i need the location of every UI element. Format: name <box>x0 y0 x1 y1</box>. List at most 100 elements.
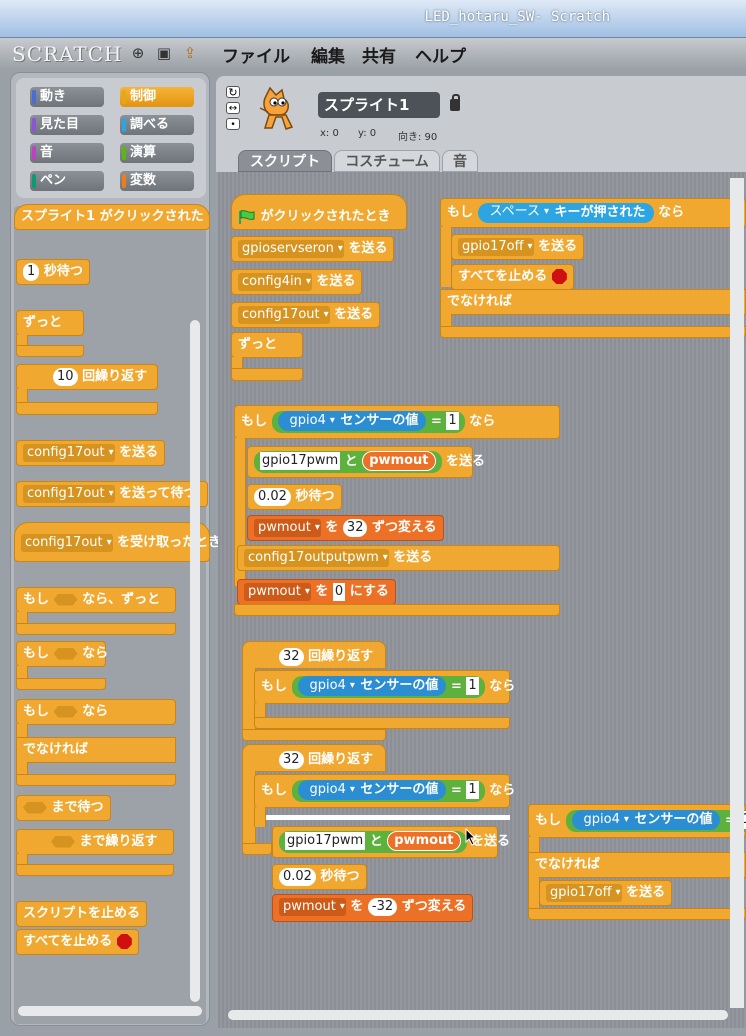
lock-icon[interactable] <box>450 94 460 111</box>
wait-block[interactable]: 0.02 秒待つ <box>247 484 342 510</box>
else-label: でなければ <box>440 289 746 315</box>
stop-all-block[interactable]: すべてを止める <box>451 264 574 290</box>
equals-operator[interactable]: gpio4 センサーの値 = 1 <box>291 675 485 698</box>
rotate-style-none-icon[interactable]: • <box>226 118 240 130</box>
menu-file[interactable]: ファイル <box>222 47 290 67</box>
palette-repeat-block[interactable]: 10 回繰り返す <box>16 364 158 390</box>
category-variables[interactable]: 変数 <box>120 171 194 191</box>
palette-wait-block[interactable]: 1 秒待つ <box>16 259 90 285</box>
palette-else-arm <box>16 762 28 776</box>
palette-if-foot <box>16 678 106 690</box>
menu-share[interactable]: 共有 <box>362 47 396 67</box>
palette-if-forever-block[interactable]: もし なら、ずっと <box>16 587 176 613</box>
wait-block[interactable]: 0.02 秒待つ <box>272 864 367 890</box>
broadcast-join-block[interactable]: gpio17pwm と pwmout を送る <box>247 446 485 478</box>
category-pen[interactable]: ペン <box>30 171 104 191</box>
else-arm <box>440 314 452 328</box>
equals-operator[interactable]: gpio4 センサーの値 = 1 <box>291 779 485 802</box>
equals-operator[interactable]: gpio4 センサーの値 = 1 <box>271 410 465 433</box>
broadcast-block[interactable]: gpioservseron を送る <box>231 236 395 262</box>
palette-horizontal-scrollbar[interactable] <box>18 1006 202 1016</box>
share-icon[interactable]: ⇪ <box>183 44 197 62</box>
repeat-block[interactable]: 32 回繰り返す <box>242 641 386 669</box>
repeat-foot <box>242 729 386 741</box>
broadcast-block[interactable]: config17outputpwm を送る <box>237 545 560 571</box>
palette-else-label: でなければ <box>16 737 176 763</box>
palette-broadcast-block[interactable]: config17out を送る <box>16 440 166 466</box>
forever-block[interactable]: ずっと <box>231 332 303 358</box>
if-else-arm <box>528 837 540 853</box>
palette-receive-hat[interactable]: config17out を受け取ったとき <box>14 522 221 562</box>
condition-slot[interactable] <box>53 647 78 660</box>
set-variable-block[interactable]: pwmout を 0 にする <box>237 579 396 605</box>
category-operators[interactable]: 演算 <box>120 143 194 163</box>
repeat-block[interactable]: 32 回繰り返す <box>242 744 386 772</box>
condition-slot[interactable] <box>53 705 78 718</box>
category-looks[interactable]: 見た目 <box>30 115 104 135</box>
equals-operator[interactable]: gpio4 センサーの値 = 1 <box>565 809 746 832</box>
tab-sounds[interactable]: 音 <box>442 150 478 172</box>
if-else-block[interactable]: もし gpio4 センサーの値 = 1 <box>528 804 746 838</box>
palette-forever-foot <box>16 345 84 357</box>
broadcast-join-block[interactable]: gpio17pwm と pwmout を送る <box>272 826 510 858</box>
palette-forever-arm <box>16 335 28 345</box>
mouse-cursor-icon <box>465 827 477 846</box>
palette-vertical-scrollbar[interactable] <box>190 320 200 1002</box>
palette-repeat-until-block[interactable]: まで繰り返す <box>16 829 174 855</box>
condition-slot[interactable] <box>23 801 47 814</box>
save-icon[interactable]: ▣ <box>156 44 172 62</box>
palette-repeat-until-foot <box>16 864 174 876</box>
palette-if-forever-arm <box>16 612 28 626</box>
rotate-style-full-icon[interactable]: ↻ <box>226 86 240 99</box>
palette-broadcast-wait-block[interactable]: config17out を送って待つ <box>16 481 208 507</box>
sprite-thumbnail-cat-icon[interactable] <box>252 84 302 134</box>
if-block[interactable]: もし gpio4 センサーの値 = 1 なら <box>234 405 560 439</box>
palette-if-block[interactable]: もし なら <box>16 641 108 667</box>
palette-stop-all-block[interactable]: すべてを止める <box>16 929 139 955</box>
palette-stop-script-block[interactable]: スクリプトを止める <box>16 901 148 927</box>
palette-if-arm <box>16 666 28 680</box>
broadcast-block[interactable]: config4in を送る <box>231 269 363 295</box>
repeat-foot <box>242 843 272 855</box>
sprite-x-readout: x: 0 <box>320 128 339 139</box>
condition-slot[interactable] <box>53 593 78 606</box>
change-variable-block[interactable]: pwmout を -32 ずつ変える <box>272 894 474 922</box>
green-flag-hat-block[interactable]: がクリックされたとき <box>231 194 407 230</box>
broadcast-block[interactable]: gpio17off を送る <box>451 234 585 260</box>
tab-scripts[interactable]: スクリプト <box>238 150 332 172</box>
menu-edit[interactable]: 編集 <box>311 47 345 67</box>
rotate-style-leftright-icon[interactable]: ↔ <box>226 102 240 114</box>
scripts-vertical-scrollbar[interactable] <box>730 178 744 1008</box>
join-operator[interactable]: gpio17pwm と pwmout <box>279 830 467 853</box>
palette-if-else-block[interactable]: もし なら <box>16 699 176 725</box>
scripts-horizontal-scrollbar[interactable] <box>228 1010 728 1020</box>
if-arm <box>254 807 266 827</box>
sprite-y-readout: y: 0 <box>358 128 377 139</box>
palette-forever-block[interactable]: ずっと <box>16 310 84 336</box>
key-pressed-sensor[interactable]: スペース キーが押された <box>477 202 654 223</box>
join-operator[interactable]: gpio17pwm と pwmout <box>254 450 442 473</box>
sprite-name-field[interactable]: スプライト1 <box>318 92 440 118</box>
if-else-foot <box>440 326 746 338</box>
change-variable-block[interactable]: pwmout を 32 ずつ変える <box>247 515 444 541</box>
category-sensing[interactable]: 調べる <box>120 115 194 135</box>
window-title: LED_hotaru_SW- Scratch <box>424 9 610 25</box>
if-block[interactable]: もし gpio4 センサーの値 = 1 なら <box>254 774 515 808</box>
menu-help[interactable]: ヘルプ <box>415 47 466 67</box>
tab-costumes[interactable]: コスチューム <box>334 150 440 172</box>
palette-sprite-clicked-hat[interactable]: スプライト1 がクリックされた <box>14 204 210 230</box>
category-control[interactable]: 制御 <box>120 87 194 107</box>
drop-target-indicator <box>266 815 510 820</box>
category-sound[interactable]: 音 <box>30 143 104 163</box>
broadcast-block[interactable]: config17out を送る <box>231 302 381 328</box>
if-else-block[interactable]: もし スペース キーが押された なら <box>440 198 746 228</box>
category-motion[interactable]: 動き <box>30 87 104 107</box>
if-arm <box>254 703 266 719</box>
broadcast-block[interactable]: gpio17off を送る <box>539 880 673 906</box>
if-block[interactable]: もし gpio4 センサーの値 = 1 なら <box>254 670 515 704</box>
palette-if-forever-foot <box>16 623 176 635</box>
palette-wait-until-block[interactable]: まで待つ <box>16 795 111 821</box>
condition-slot[interactable] <box>51 835 75 848</box>
globe-icon[interactable]: ⊕ <box>131 44 145 62</box>
palette-repeat-arm <box>16 389 28 405</box>
